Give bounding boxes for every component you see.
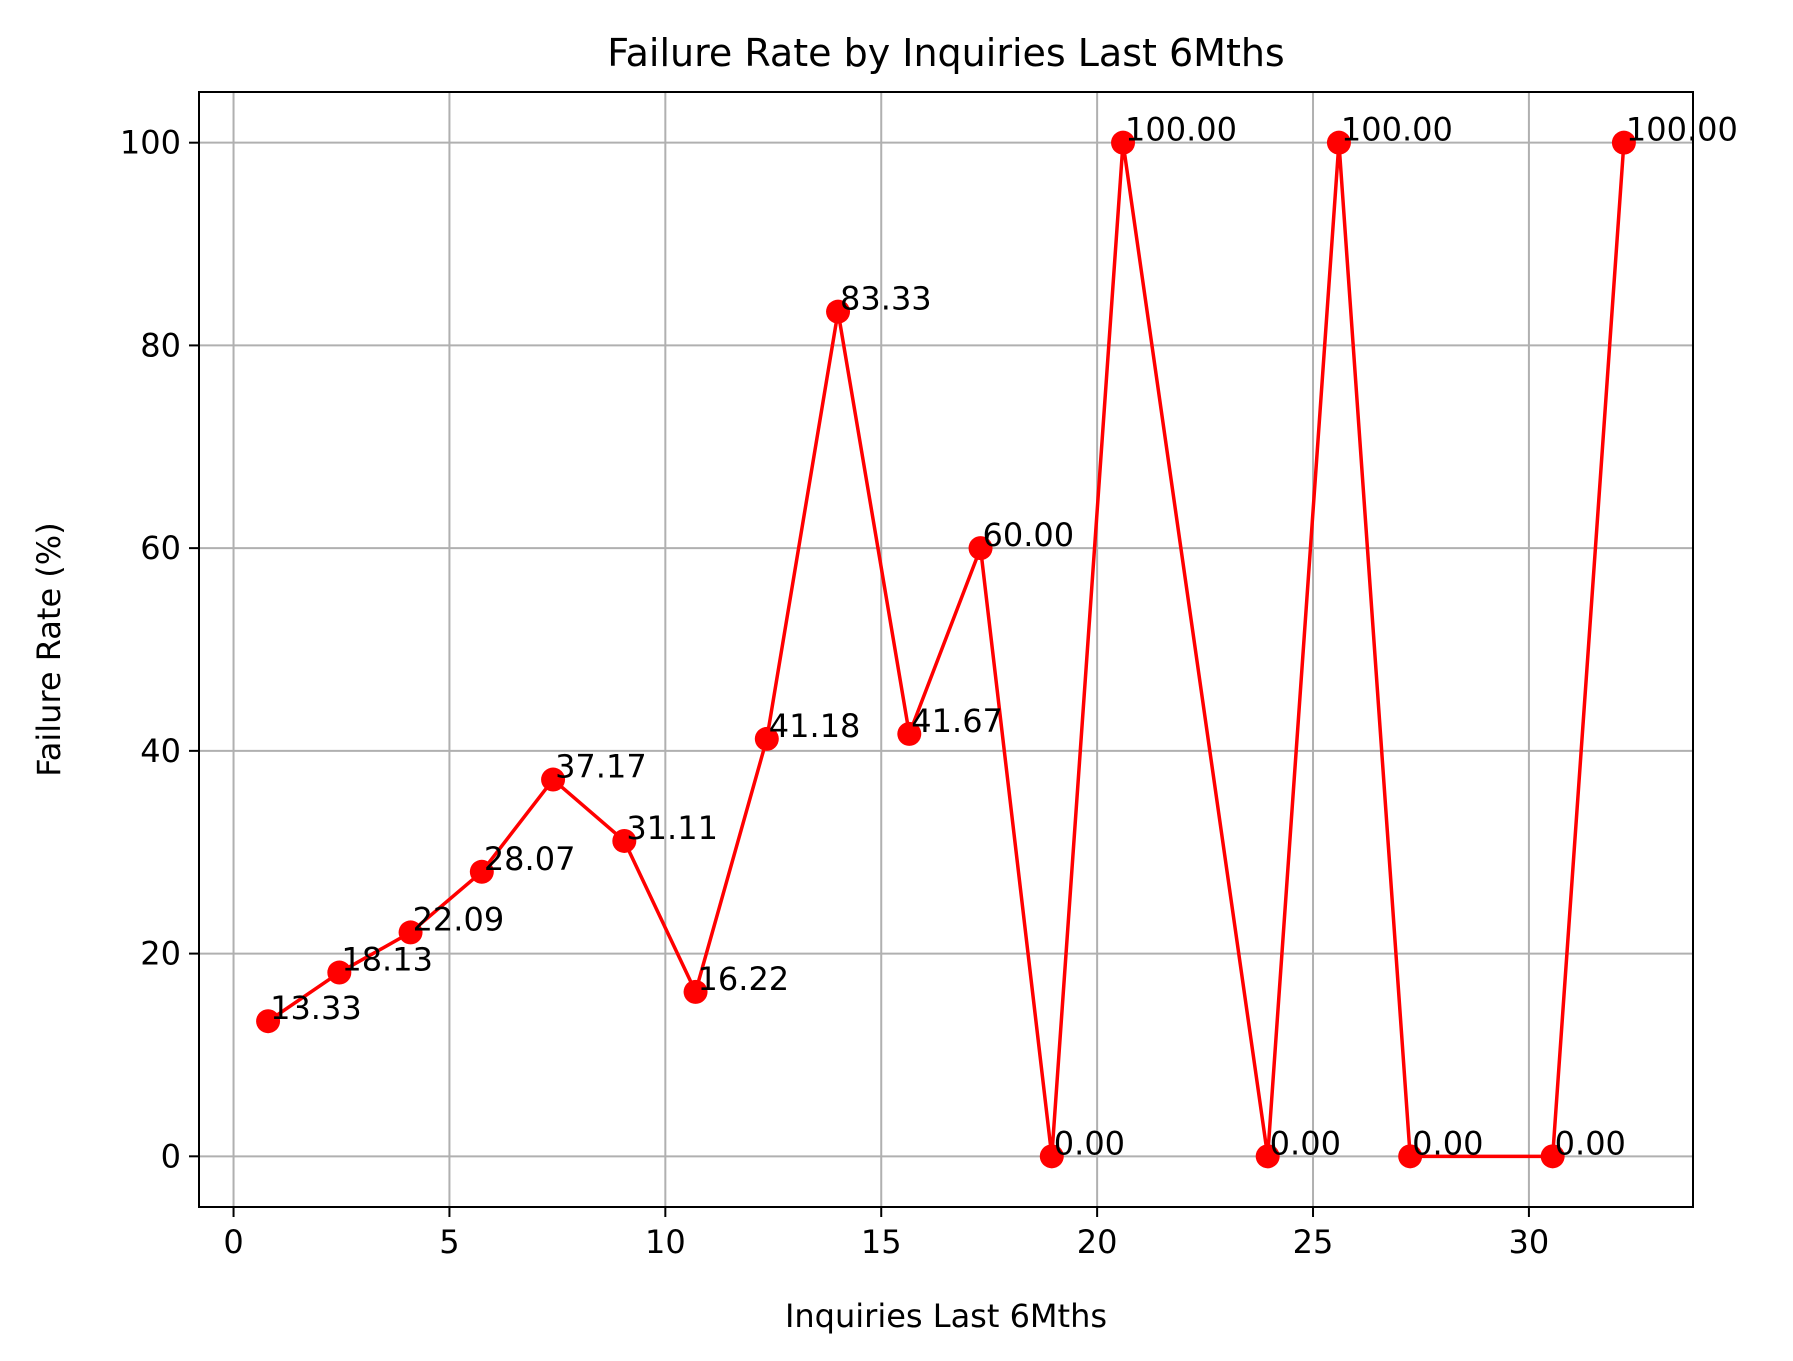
data-label: 100.00 bbox=[1341, 111, 1453, 149]
data-point bbox=[612, 828, 637, 853]
data-point bbox=[1039, 1144, 1064, 1169]
data-point bbox=[683, 979, 708, 1004]
data-point bbox=[1255, 1144, 1280, 1169]
data-label: 13.33 bbox=[270, 989, 362, 1027]
data-label: 0.00 bbox=[1555, 1124, 1626, 1162]
data-label: 22.09 bbox=[413, 900, 505, 938]
plot-frame bbox=[198, 91, 1694, 1208]
data-label: 28.07 bbox=[484, 840, 576, 878]
data-label: 100.00 bbox=[1626, 111, 1738, 149]
chart-title: Failure Rate by Inquiries Last 6Mths bbox=[607, 31, 1284, 75]
data-point bbox=[469, 859, 494, 884]
x-tick-label: 20 bbox=[1077, 1223, 1118, 1261]
data-point bbox=[1611, 130, 1636, 155]
x-tick-label: 30 bbox=[1509, 1223, 1550, 1261]
data-label: 41.18 bbox=[769, 707, 861, 745]
data-point bbox=[327, 960, 352, 985]
y-axis-ticks: 0 20 40 60 80 100 bbox=[120, 124, 199, 1175]
data-label: 37.17 bbox=[555, 748, 647, 786]
y-tick-label: 40 bbox=[140, 732, 181, 770]
data-point bbox=[968, 536, 993, 561]
data-label: 16.22 bbox=[698, 960, 790, 998]
data-point bbox=[1326, 130, 1351, 155]
data-point bbox=[541, 767, 566, 792]
data-point bbox=[398, 920, 423, 945]
x-axis-title: Inquiries Last 6Mths bbox=[785, 1297, 1107, 1335]
data-label: 0.00 bbox=[1412, 1124, 1483, 1162]
y-tick-label: 100 bbox=[120, 124, 181, 162]
data-point bbox=[826, 299, 851, 324]
data-label: 60.00 bbox=[983, 516, 1075, 554]
series-layer bbox=[256, 130, 1636, 1169]
x-tick-label: 25 bbox=[1293, 1223, 1334, 1261]
data-point bbox=[897, 721, 922, 746]
data-point bbox=[256, 1009, 281, 1034]
y-tick-label: 20 bbox=[140, 935, 181, 973]
grid bbox=[199, 92, 1693, 1207]
x-tick-label: 5 bbox=[439, 1223, 459, 1261]
data-label: 100.00 bbox=[1125, 111, 1237, 149]
data-point bbox=[1111, 130, 1136, 155]
data-label: 31.11 bbox=[626, 809, 718, 847]
data-label: 0.00 bbox=[1270, 1124, 1341, 1162]
y-tick-label: 0 bbox=[161, 1137, 181, 1175]
x-axis-ticks: 0 5 10 15 20 25 30 bbox=[223, 1207, 1549, 1261]
data-point bbox=[754, 726, 779, 751]
data-label: 0.00 bbox=[1054, 1124, 1125, 1162]
data-label: 83.33 bbox=[840, 280, 932, 318]
x-tick-label: 10 bbox=[645, 1223, 686, 1261]
data-point bbox=[1398, 1144, 1423, 1169]
y-tick-label: 60 bbox=[140, 529, 181, 567]
y-tick-label: 80 bbox=[140, 326, 181, 364]
data-point bbox=[1540, 1144, 1565, 1169]
x-tick-label: 0 bbox=[223, 1223, 243, 1261]
y-axis-title: Failure Rate (%) bbox=[30, 522, 68, 776]
data-label: 18.13 bbox=[341, 941, 433, 979]
series-line bbox=[267, 140, 1626, 1159]
data-label: 41.67 bbox=[911, 702, 1003, 740]
x-tick-label: 15 bbox=[861, 1223, 902, 1261]
